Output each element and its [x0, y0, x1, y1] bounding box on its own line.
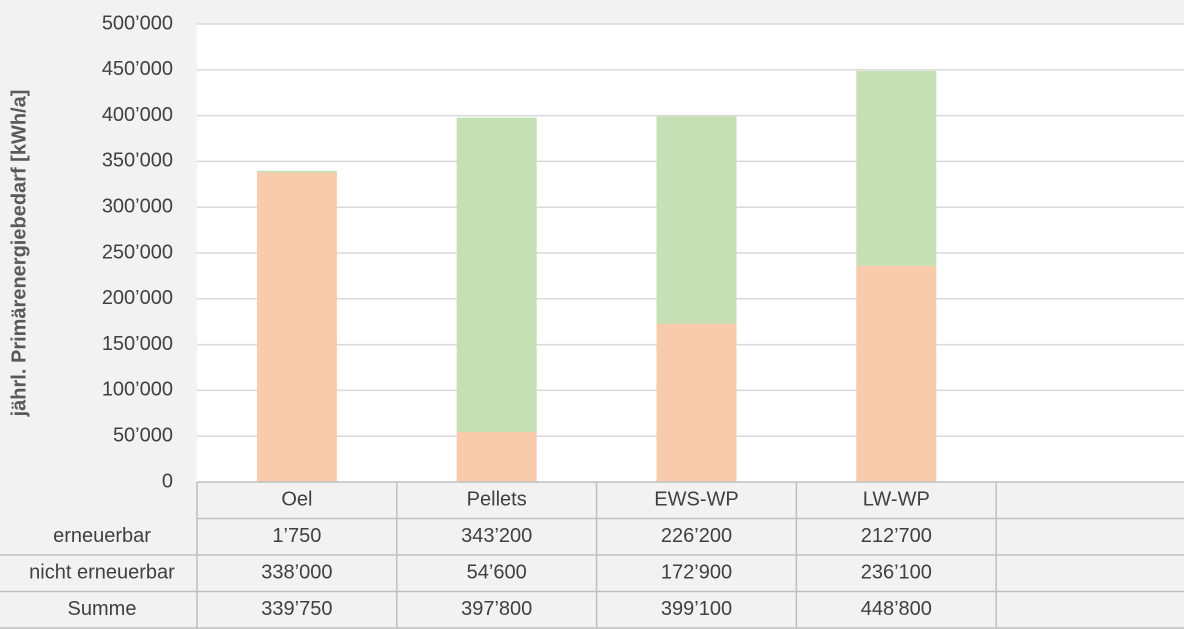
x-tick-label: Oel: [281, 489, 312, 511]
table-cell: 172’900: [661, 562, 732, 584]
table-cell: 226’200: [661, 525, 732, 547]
table-cell: 397’800: [461, 598, 532, 620]
row-header: erneuerbar: [53, 525, 151, 547]
x-tick-label: Pellets: [467, 489, 527, 511]
bar-segment: [856, 70, 937, 266]
table-cell: 448’800: [861, 598, 932, 620]
table-cell: 212’700: [861, 525, 932, 547]
y-tick-label: 250’000: [102, 241, 173, 263]
bar-segment: [656, 323, 737, 482]
x-tick-label: LW-WP: [863, 489, 930, 511]
bar-segment: [856, 265, 937, 482]
table-cell: 54’600: [467, 562, 527, 584]
bar-segment: [456, 117, 537, 432]
y-tick-label: 0: [162, 470, 173, 492]
table-cell: 399’100: [661, 598, 732, 620]
table-cell: 339’750: [261, 598, 332, 620]
table-cell: 338’000: [261, 562, 332, 584]
y-tick-label: 350’000: [102, 150, 173, 172]
row-header: nicht erneuerbar: [29, 562, 175, 584]
table-cell: 343’200: [461, 525, 532, 547]
bar-segment: [656, 116, 737, 324]
bar-segment: [256, 172, 337, 482]
x-tick-label: EWS-WP: [654, 489, 738, 511]
y-tick-label: 50’000: [113, 424, 173, 446]
y-tick-label: 450’000: [102, 58, 173, 80]
y-tick-label: 100’000: [102, 379, 173, 401]
y-tick-label: 500’000: [102, 12, 173, 34]
y-tick-label: 400’000: [102, 104, 173, 126]
row-header: Summe: [68, 598, 137, 620]
y-tick-label: 200’000: [102, 287, 173, 309]
table-cell: 1’750: [272, 525, 321, 547]
y-tick-label: 150’000: [102, 333, 173, 355]
y-tick-label: 300’000: [102, 195, 173, 217]
bar-segment: [256, 170, 337, 173]
y-axis-title: jährl. Primärenergiebedarf [kWh/a]: [8, 90, 30, 418]
bar-segment: [456, 431, 537, 482]
table-cell: 236’100: [861, 562, 932, 584]
